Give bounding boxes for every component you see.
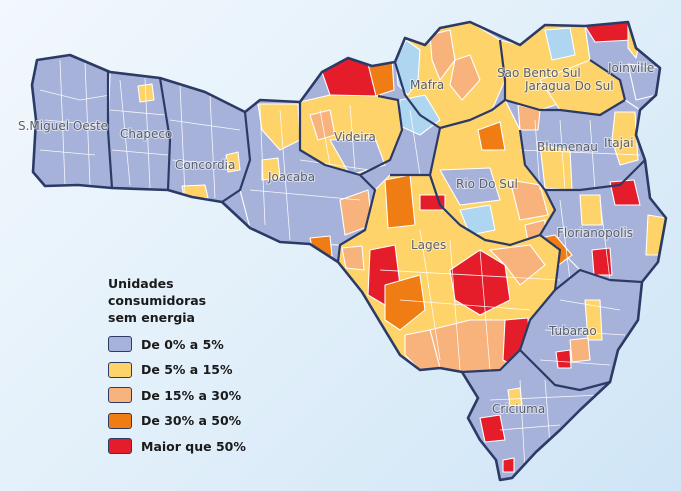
label-mafra: Mafra [410, 78, 444, 92]
mesoregion-borders [106, 39, 646, 392]
region-criciuma-red-2 [502, 457, 515, 473]
region-criciuma-red [479, 414, 506, 443]
label-florianopolis: Florianopolis [557, 226, 633, 240]
label-videira: Videira [334, 130, 376, 144]
region-florianopolis-yellow [579, 194, 603, 226]
legend-label: De 30% a 50% [141, 413, 242, 428]
label-itajai: Itajai [604, 136, 634, 150]
label-joinville: Joinville [607, 61, 654, 75]
legend-label: De 0% a 5% [141, 336, 224, 352]
region-rio-do-sul-blue [439, 167, 501, 206]
label-chapeco: Chapeco [120, 127, 172, 141]
legend-label: De 5% a 15% [141, 362, 233, 377]
label-tubarao: Tubarao [548, 324, 597, 338]
label-criciuma: Criciuma [492, 402, 545, 416]
label-joacaba: Joacaba [267, 170, 315, 184]
region-concordia-yellow-2 [225, 151, 241, 173]
municipality-regions [32, 22, 666, 480]
region-videira-blue [329, 137, 386, 176]
label-rio-do-sul: Rio Do Sul [456, 177, 518, 191]
legend-item-0-5: De 0% a 5% [108, 333, 278, 355]
legend-swatch [108, 438, 132, 454]
legend-title: Unidades consumidoras sem energia [108, 275, 238, 326]
label-blumenau: Blumenau [537, 140, 598, 154]
region-tubarao-orange [569, 337, 591, 363]
legend-swatch [108, 412, 132, 429]
city-labels: S.Miguel Oeste Chapeco Concordia Joacaba… [17, 60, 655, 417]
region-criciuma-yellow [507, 387, 523, 407]
region-lages-orange-north [384, 174, 416, 229]
region-tubarao-yellow [584, 299, 603, 341]
region-rio-do-sul-orange-2 [509, 179, 549, 221]
legend-swatch [108, 387, 132, 403]
region-sao-bento-water [544, 27, 576, 61]
region-tubarao-red [555, 349, 572, 369]
label-concordia: Concordia [175, 158, 235, 172]
label-sao-miguel-oeste: S.Miguel Oeste [18, 119, 108, 133]
region-itajai-yellow [611, 111, 639, 166]
legend-label: De 15% a 30% [141, 387, 242, 403]
region-lages-orange-east [489, 244, 546, 286]
region-rio-do-sul-water [459, 204, 496, 236]
legend-title-line: sem energia [108, 310, 195, 325]
label-jaragua-do-sul: Jaragua Do Sul [524, 79, 614, 93]
region-mafra-north-orange [429, 29, 456, 81]
municipality-lines [39, 59, 641, 471]
legend: Unidades consumidoras sem energia De 0% … [108, 275, 278, 461]
legend-title-line: Unidades [108, 276, 174, 291]
state-outline [30, 20, 668, 482]
region-lages-orange-west-2 [341, 245, 365, 271]
region-lages-orange-west [384, 274, 426, 331]
legend-item-over-50: Maior que 50% [108, 435, 278, 457]
region-rio-do-sul-orange [477, 121, 506, 151]
legend-swatch [108, 361, 132, 378]
legend-label: Maior que 50% [141, 438, 246, 454]
legend-item-5-15: De 5% a 15% [108, 359, 278, 381]
region-mafra-water [395, 39, 421, 96]
label-sao-bento-sul: Sao Bento Sul [497, 66, 581, 80]
legend-swatch [108, 336, 132, 352]
region-concordia [159, 77, 251, 203]
legend-item-15-30: De 15% a 30% [108, 384, 278, 406]
legend-item-30-50: De 30% a 50% [108, 410, 278, 432]
label-lages: Lages [411, 238, 446, 252]
region-mafra-central-orange [449, 54, 481, 101]
region-joacaba-yellow [257, 103, 301, 151]
region-joacaba-small-yellow [261, 157, 281, 181]
legend-title-line: consumidoras [108, 293, 207, 308]
